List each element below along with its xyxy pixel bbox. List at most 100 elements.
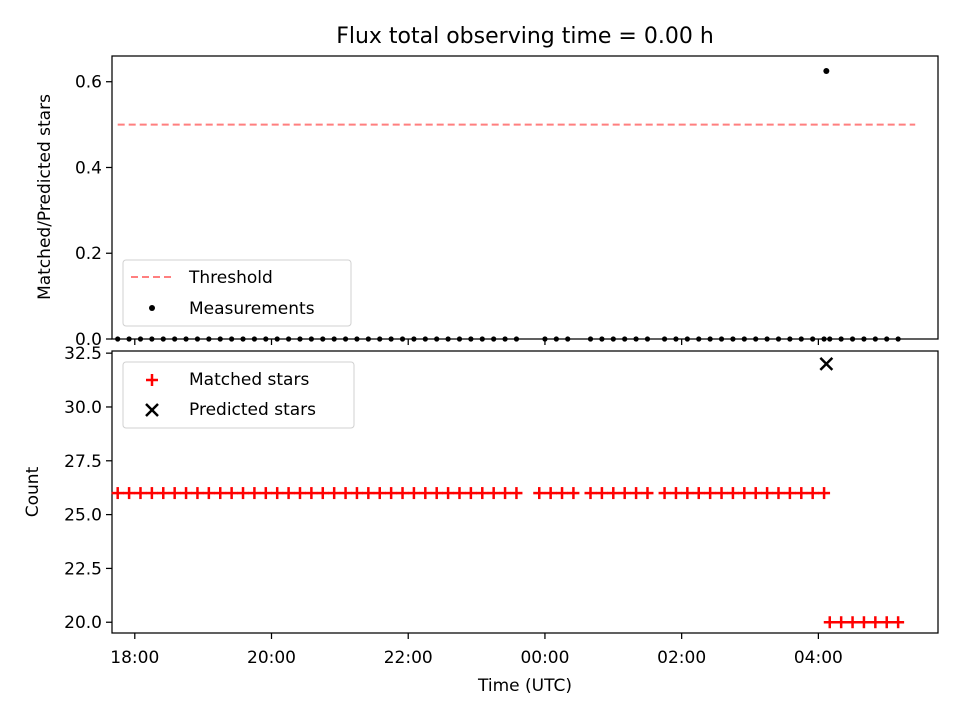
matched-star-point — [202, 487, 215, 500]
legend-threshold: Threshold — [188, 268, 273, 288]
matched-star-point — [123, 487, 136, 500]
matched-star-point — [396, 487, 409, 500]
measurement-point — [126, 336, 132, 342]
matched-star-point — [892, 616, 905, 629]
measurement-point — [308, 336, 314, 342]
matched-star-point — [225, 487, 238, 500]
top-y-tick-label: 0.2 — [75, 244, 102, 264]
matched-star-point — [385, 487, 398, 500]
predicted-star-point — [819, 357, 834, 371]
measurement-point — [399, 336, 406, 342]
measurement-point — [456, 336, 463, 342]
measurement-point — [884, 336, 890, 342]
matched-star-point — [835, 616, 848, 629]
matched-star-point — [544, 487, 557, 500]
measurement-point — [342, 336, 349, 342]
measurement-point — [297, 336, 303, 342]
x-tick-label: 20:00 — [247, 648, 296, 668]
measurement-point — [513, 336, 520, 342]
measurement-point — [445, 336, 451, 342]
matched-star-point — [669, 487, 682, 500]
matched-star-point — [157, 487, 170, 500]
matched-star-point — [282, 487, 295, 500]
measurement-point — [730, 336, 736, 342]
x-tick-label: 18:00 — [110, 648, 159, 668]
matched-star-point — [464, 487, 477, 500]
matched-star-point — [641, 487, 654, 500]
measurement-point — [229, 336, 235, 342]
matched-star-point — [350, 487, 363, 500]
matched-star-point — [772, 487, 785, 500]
bottom-legend-box — [122, 361, 355, 429]
measurement-point — [502, 336, 508, 342]
matched-star-point — [362, 487, 375, 500]
matched-star-point — [738, 487, 751, 500]
matched-star-point — [795, 487, 808, 500]
measurement-point — [320, 336, 326, 342]
matched-star-point — [453, 487, 466, 500]
matched-star-point — [168, 487, 181, 500]
top-panel: 0.0 0.2 0.4 0.6 Matched/Predicted stars Thr… — [35, 55, 939, 350]
measurement-point — [599, 336, 605, 342]
measurement-point — [684, 336, 690, 342]
matched-star-point — [419, 487, 432, 500]
top-y-tick-label: 0.4 — [75, 158, 102, 178]
matched-star-point — [846, 616, 859, 629]
matched-star-point — [726, 487, 739, 500]
bottom-y-tick-label: 30.0 — [64, 398, 102, 418]
measurement-point — [491, 336, 497, 342]
matched-star-point — [823, 616, 836, 629]
measurement-point — [753, 336, 759, 342]
measurement-point — [610, 336, 616, 342]
matched-star-point — [430, 487, 443, 500]
bottom-x-ticks: 18:00 20:00 22:00 00:00 02:00 04:00 — [110, 633, 843, 668]
top-legend: Threshold Measurements — [122, 259, 352, 327]
measurement-point — [115, 336, 121, 342]
measurement-point — [274, 336, 280, 342]
matched-star-point — [134, 487, 147, 500]
matched-star-point — [259, 487, 272, 500]
x-tick-label: 04:00 — [794, 648, 843, 668]
matched-star-point — [567, 487, 580, 500]
chart-title: Flux total observing time = 0.00 h — [336, 24, 714, 49]
matched-star-point — [145, 487, 158, 500]
matched-star-point — [869, 616, 882, 629]
x-tick-label: 02:00 — [657, 648, 706, 668]
matched-star-point — [681, 487, 694, 500]
measurement-point — [718, 336, 725, 342]
matched-star-point — [476, 487, 489, 500]
x-tick-label: 00:00 — [520, 648, 569, 668]
measurement-point — [377, 336, 383, 342]
measurement-point — [183, 336, 189, 342]
bottom-y-tick-label: 22.5 — [64, 559, 102, 579]
matched-star-point — [510, 487, 523, 500]
matched-star-point — [111, 487, 124, 500]
matched-star-point — [180, 487, 193, 500]
measurement-point — [331, 336, 337, 342]
top-x-ticks — [134, 339, 819, 345]
top-axes-frame — [111, 55, 939, 340]
legend-measurements: Measurements — [189, 299, 315, 319]
matched-star-point — [857, 616, 870, 629]
matched-star-point — [214, 487, 227, 500]
top-legend-box — [122, 259, 352, 327]
measurement-point — [422, 336, 428, 342]
predicted-legend-swatch — [145, 403, 159, 417]
measurement-point — [764, 336, 770, 342]
bottom-legend: Matched stars Predicted stars — [122, 361, 355, 429]
matched-star-point — [630, 487, 643, 500]
measurement-point — [217, 336, 223, 342]
measurement-point — [861, 336, 867, 342]
measurement-point — [354, 336, 360, 342]
matched-star-point — [880, 616, 893, 629]
matched-star-point — [533, 487, 546, 500]
measurement-point — [838, 336, 844, 342]
measurement-point — [388, 336, 394, 342]
measurement-point — [823, 68, 830, 75]
bottom-y-tick-label: 27.5 — [64, 452, 102, 472]
top-y-tick-label: 0.0 — [75, 330, 102, 350]
measurement-point — [821, 336, 827, 342]
matched-star-point — [373, 487, 386, 500]
measurement-point — [149, 336, 155, 342]
